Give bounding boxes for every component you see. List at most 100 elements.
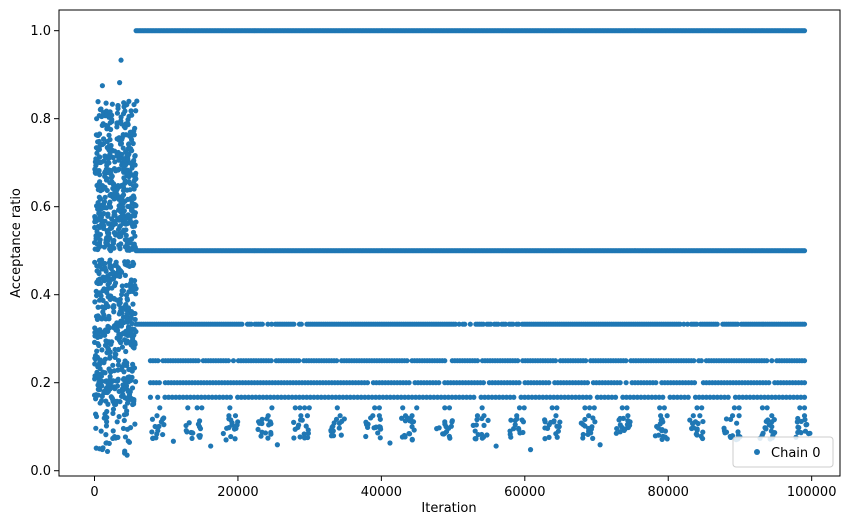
data-point [351, 394, 357, 400]
data-point [480, 321, 486, 327]
data-point [298, 321, 304, 327]
data-point [95, 277, 101, 283]
data-point [736, 413, 742, 419]
data-point [154, 413, 160, 419]
data-point [802, 417, 808, 423]
data-point [107, 246, 113, 252]
data-point [130, 396, 136, 403]
data-point [384, 394, 390, 400]
data-point [104, 419, 110, 425]
data-point [114, 419, 120, 425]
data-point [131, 178, 137, 184]
data-point [333, 394, 339, 400]
data-point [614, 425, 620, 432]
data-point [780, 394, 786, 400]
data-point [100, 184, 106, 190]
data-point [94, 348, 100, 354]
data-point [131, 132, 137, 138]
data-point [94, 369, 100, 375]
data-point [546, 380, 552, 386]
data-point [698, 358, 704, 364]
data-point [122, 108, 128, 114]
data-point [711, 394, 717, 400]
data-point [764, 358, 770, 364]
data-point [414, 405, 420, 411]
data-point [420, 394, 426, 400]
data-point [759, 405, 766, 411]
data-point [533, 394, 539, 400]
data-point [765, 394, 771, 400]
data-point [99, 122, 105, 129]
data-point [625, 418, 631, 424]
data-point [108, 341, 114, 347]
y-tick-label: 0.6 [30, 200, 51, 215]
data-point [751, 394, 757, 400]
data-point [134, 98, 140, 104]
data-point [123, 282, 129, 289]
data-point [202, 394, 208, 400]
data-point [191, 394, 197, 400]
data-point [590, 415, 596, 421]
data-point [184, 394, 190, 400]
data-point [474, 413, 481, 419]
data-point [96, 297, 103, 303]
data-point [205, 394, 212, 400]
data-point [462, 321, 468, 327]
data-point [580, 431, 586, 438]
data-point [771, 417, 777, 423]
data-point [743, 394, 749, 400]
data-point [123, 348, 129, 355]
data-point [118, 393, 125, 399]
data-point [474, 417, 480, 423]
data-point [115, 378, 121, 384]
data-point [377, 435, 383, 441]
data-point [227, 405, 233, 411]
data-point [590, 435, 596, 441]
data-point [269, 321, 275, 327]
data-point [766, 422, 772, 428]
data-point [97, 224, 103, 230]
data-point [239, 321, 245, 327]
data-point [798, 394, 804, 400]
data-point [226, 425, 232, 431]
data-point [296, 358, 302, 364]
data-point [776, 394, 782, 400]
data-point [101, 415, 107, 421]
data-point [805, 430, 812, 437]
data-point [120, 425, 127, 432]
data-point [699, 435, 706, 442]
data-point [631, 394, 637, 400]
data-point [104, 289, 110, 296]
data-point [456, 321, 462, 327]
data-point [474, 358, 481, 364]
data-point [127, 240, 133, 246]
data-point [591, 405, 597, 411]
data-point [119, 151, 125, 157]
data-point [627, 394, 633, 400]
data-point [582, 405, 588, 411]
data-point [115, 362, 122, 368]
data-point [114, 120, 120, 127]
data-point [105, 285, 111, 292]
data-point [94, 263, 100, 269]
data-point [121, 330, 127, 336]
data-point [127, 425, 134, 431]
data-point [472, 428, 478, 434]
data-point [109, 101, 115, 107]
y-axis-label: Acceptance ratio [9, 188, 24, 298]
x-axis-ticks: 0 20000 40000 60000 80000 100000 [90, 476, 836, 500]
data-point [157, 405, 163, 411]
data-point [155, 358, 161, 364]
data-point [256, 394, 263, 400]
data-point [376, 394, 382, 400]
data-point [265, 435, 271, 441]
data-point [452, 321, 459, 327]
data-point [96, 342, 102, 349]
data-point [132, 316, 138, 323]
data-point [115, 358, 122, 364]
data-point [536, 394, 542, 400]
data-point [518, 394, 524, 400]
data-point [101, 210, 107, 217]
data-point [307, 394, 313, 400]
data-point [102, 342, 109, 348]
